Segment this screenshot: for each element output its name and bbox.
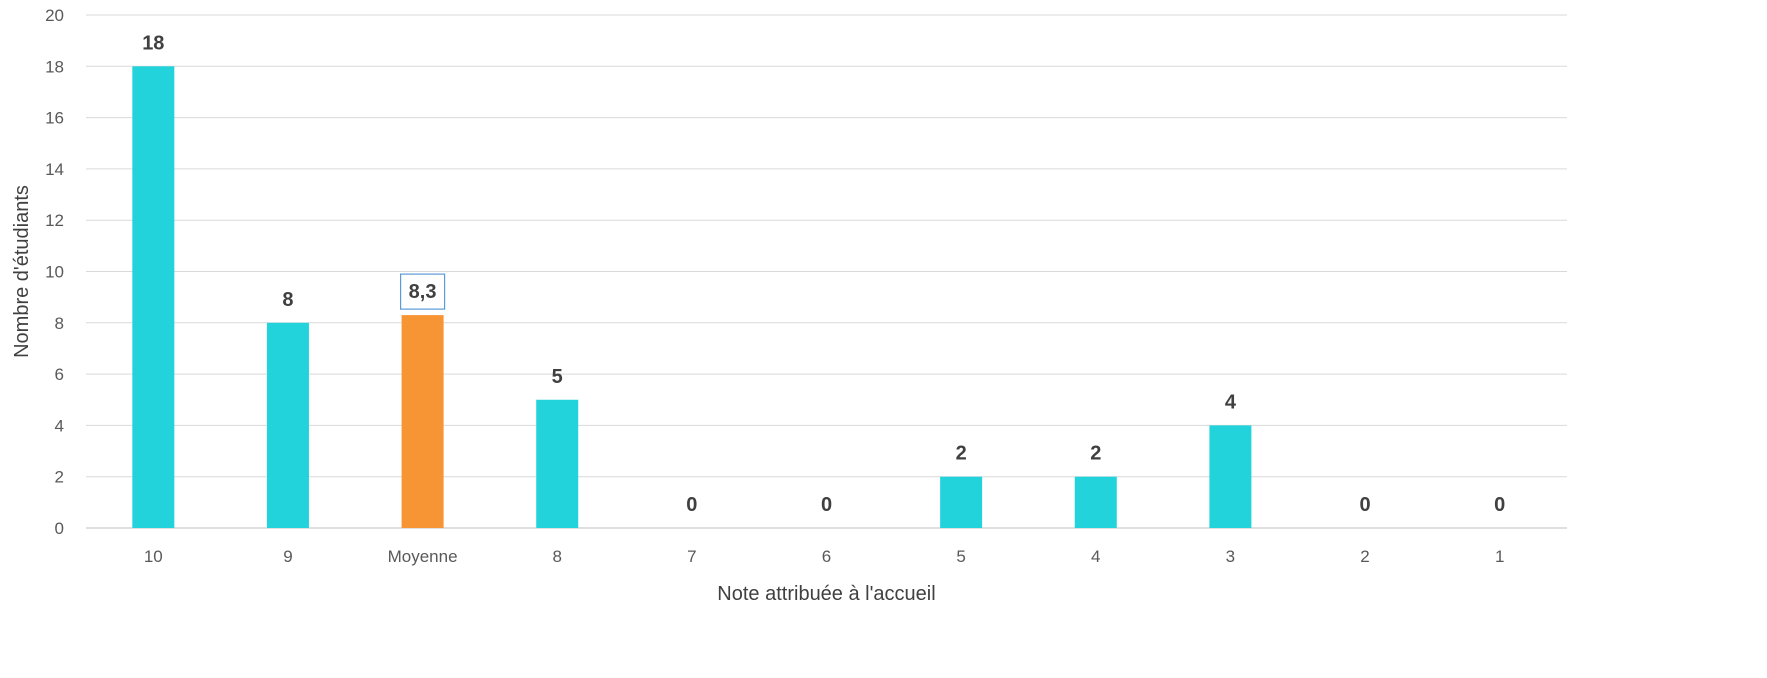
y-tick-label: 10 [45,263,64,282]
bar [940,476,983,528]
y-tick-label: 8 [55,314,64,333]
data-label: 0 [1359,494,1370,516]
x-tick-label: 1 [1495,547,1504,566]
data-label-box [399,273,446,310]
y-tick-label: 16 [45,109,64,128]
data-labels: 18 8 8,3 5 0 0 2 2 4 0 0 [142,32,1505,516]
x-tick-label: 4 [1091,547,1100,566]
y-tick-label: 12 [45,211,64,230]
x-tick-label: Moyenne [388,547,458,566]
x-axis-title: Note attribuée à l'accueil [717,583,935,605]
data-label: 0 [1494,494,1505,516]
y-tick-label: 18 [45,57,64,76]
y-axis-ticks: 0 2 4 6 8 10 12 14 16 18 20 [45,6,64,538]
x-tick-label: 6 [822,547,831,566]
data-label: 4 [1225,391,1237,413]
y-tick-label: 0 [55,519,64,538]
gridlines [86,14,1567,529]
bar [1209,425,1252,528]
bar [132,66,175,529]
data-label: 5 [552,366,563,388]
x-tick-label: 10 [144,547,163,566]
y-tick-label: 14 [45,160,64,179]
x-tick-label: 3 [1226,547,1235,566]
data-label: 8,3 [409,281,437,303]
x-tick-label: 5 [956,547,965,566]
data-label: 0 [686,494,697,516]
x-tick-label: 7 [687,547,696,566]
y-tick-label: 2 [55,468,64,487]
bar [1074,476,1117,528]
data-label: 8 [282,289,293,311]
data-label: 2 [1090,443,1101,465]
bar-moyenne [401,315,444,528]
x-axis-ticks: 10 9 Moyenne 8 7 6 5 4 3 2 1 [144,547,1505,566]
bar [266,322,309,528]
x-tick-label: 8 [552,547,561,566]
bars [132,66,1252,529]
y-tick-label: 6 [55,365,64,384]
x-tick-label: 2 [1360,547,1369,566]
bar [536,399,579,528]
y-axis-title: Nombre d'étudiants [11,185,33,358]
data-label: 18 [142,32,164,54]
data-label: 0 [821,494,832,516]
data-label: 2 [956,443,967,465]
y-tick-label: 20 [45,6,64,25]
x-tick-label: 9 [283,547,292,566]
y-tick-label: 4 [55,416,64,435]
